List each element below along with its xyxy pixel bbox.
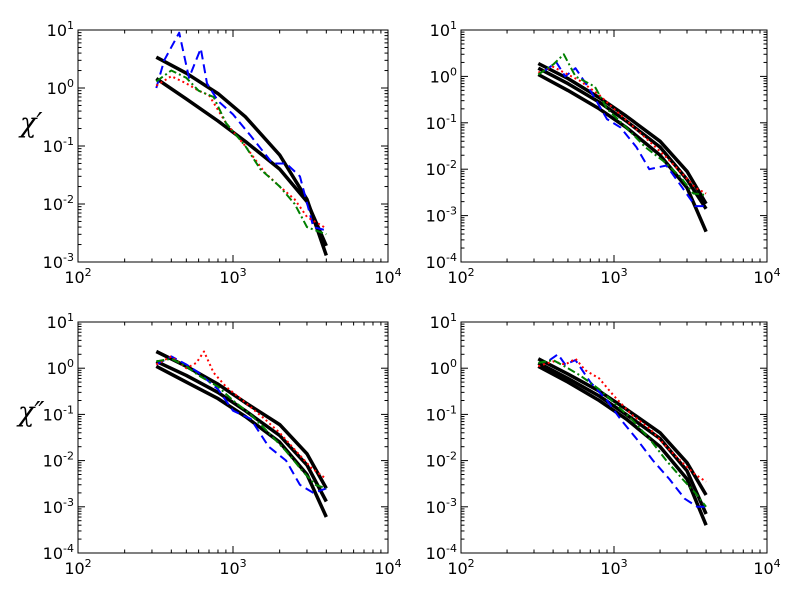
y-tick-label: 101 bbox=[430, 311, 457, 332]
x-tick-label: 102 bbox=[64, 266, 91, 287]
series-line-solid bbox=[155, 364, 328, 518]
y-tick-label: 10-2 bbox=[426, 158, 457, 179]
x-tick-label: 103 bbox=[219, 266, 246, 287]
y-tick-label: 10-4 bbox=[43, 542, 74, 563]
y-tick-label: 10-1 bbox=[43, 403, 74, 424]
y-tick-label: 100 bbox=[47, 357, 74, 378]
y-tick-label: 100 bbox=[47, 77, 74, 98]
series-line-dashdot bbox=[538, 359, 707, 508]
row-label-chi-prime: χ′ bbox=[18, 108, 43, 139]
series-line-dashdot bbox=[537, 53, 707, 196]
series-line-dashed bbox=[549, 353, 707, 508]
y-tick-label: 100 bbox=[430, 357, 457, 378]
series-line-solid bbox=[155, 77, 328, 247]
y-tick-label: 101 bbox=[430, 19, 457, 40]
plot-area bbox=[155, 31, 328, 256]
series-line-solid bbox=[155, 359, 328, 503]
x-tick-label: 103 bbox=[600, 266, 627, 287]
x-tick-label: 102 bbox=[447, 557, 474, 578]
series-line-dotted bbox=[155, 75, 327, 230]
series-line-dashdot bbox=[156, 357, 327, 490]
series-line-solid bbox=[537, 61, 708, 205]
series-line-solid bbox=[537, 364, 708, 526]
x-tick-label: 103 bbox=[600, 557, 627, 578]
series-line-solid bbox=[537, 361, 708, 515]
x-tick-label: 102 bbox=[447, 266, 474, 287]
y-tick-label: 10-4 bbox=[426, 251, 457, 272]
axes-frame bbox=[77, 29, 389, 263]
plot-area bbox=[537, 53, 708, 233]
x-tick-label: 104 bbox=[753, 557, 780, 578]
panel-bottom-left: 102 103 104 10-4 10-3 10-2 10-1 100 101 bbox=[43, 311, 402, 578]
y-tick-label: 10-3 bbox=[426, 205, 457, 226]
axes-frame bbox=[77, 321, 389, 554]
panel-top-right: 102 103 104 10-4 10-3 10-2 10-1 100 101 bbox=[426, 19, 781, 287]
x-tick-label: 104 bbox=[753, 266, 780, 287]
series-line-solid bbox=[155, 55, 328, 256]
plot-area bbox=[155, 349, 328, 518]
series-line-dotted bbox=[155, 350, 327, 480]
x-tick-label: 104 bbox=[374, 557, 401, 578]
y-tick-label: 10-4 bbox=[426, 542, 457, 563]
y-tick-label: 10-3 bbox=[43, 496, 74, 517]
y-tick-label: 10-3 bbox=[426, 496, 457, 517]
x-tick-label: 102 bbox=[64, 557, 91, 578]
series-line-dashed bbox=[543, 61, 707, 208]
axes-frame bbox=[460, 321, 768, 554]
row-label-chi-double-prime: χ″ bbox=[16, 397, 44, 428]
y-tick-label: 10-3 bbox=[43, 251, 74, 272]
y-tick-label: 10-2 bbox=[43, 193, 74, 214]
y-tick-label: 101 bbox=[47, 311, 74, 332]
series-line-solid bbox=[537, 72, 708, 233]
series-line-dashed bbox=[155, 355, 327, 494]
y-tick-label: 101 bbox=[47, 19, 74, 40]
series-line-dashed bbox=[155, 31, 327, 232]
y-tick-label: 100 bbox=[430, 65, 457, 86]
series-line-solid bbox=[155, 349, 328, 490]
y-tick-label: 10-2 bbox=[43, 450, 74, 471]
series-line-dashdot bbox=[155, 69, 327, 236]
plot-area bbox=[537, 353, 708, 526]
x-tick-label: 103 bbox=[219, 557, 246, 578]
y-tick-label: 10-1 bbox=[426, 112, 457, 133]
y-tick-label: 10-2 bbox=[426, 450, 457, 471]
y-tick-label: 10-1 bbox=[43, 135, 74, 156]
panel-top-left: 102 103 104 10-3 10-2 10-1 100 101 bbox=[43, 19, 402, 287]
x-tick-label: 104 bbox=[374, 266, 401, 287]
axes-frame bbox=[460, 29, 768, 263]
panel-bottom-right: 102 103 104 10-4 10-3 10-2 10-1 100 101 bbox=[426, 311, 781, 578]
y-tick-label: 10-1 bbox=[426, 403, 457, 424]
